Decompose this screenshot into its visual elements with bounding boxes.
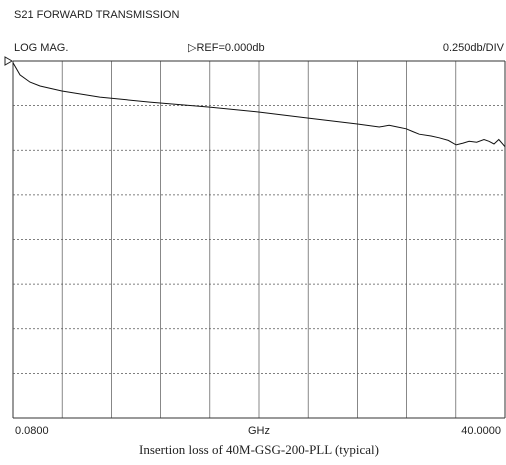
caption: Insertion loss of 40M-GSG-200-PLL (typic…: [139, 442, 379, 457]
x-axis-label: GHz: [248, 425, 270, 437]
ref-label: ▷REF=0.000db: [188, 42, 265, 54]
scale-label: 0.250db/DIV: [443, 42, 505, 54]
x-tick-label: 0.0800: [15, 425, 49, 437]
chart-title: S21 FORWARD TRANSMISSION: [14, 9, 179, 21]
ref-marker: [4, 56, 14, 66]
trace: [12, 62, 506, 148]
format-label: LOG MAG.: [14, 42, 68, 54]
x-tick-label: 40.0000: [461, 425, 501, 437]
